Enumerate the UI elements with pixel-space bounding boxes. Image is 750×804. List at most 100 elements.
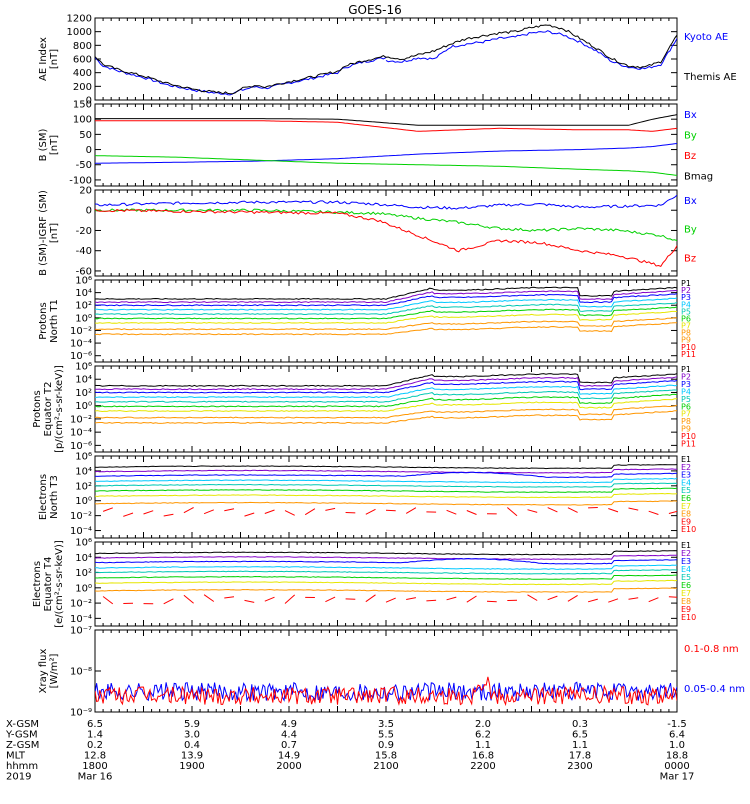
series-line <box>224 597 234 598</box>
y-tick-label: 10⁰ <box>75 313 92 324</box>
series-line <box>366 509 376 514</box>
footer-value: 1.1 <box>475 740 491 751</box>
series-line <box>568 508 578 513</box>
series-line <box>588 599 598 602</box>
footer-value: 16.8 <box>472 751 494 762</box>
y-tick-label: 150 <box>73 100 92 111</box>
series-line <box>164 599 174 604</box>
footer-value: 15.8 <box>375 751 397 762</box>
legend-entry: E10 <box>681 525 696 534</box>
y-tick-label: 10⁰ <box>75 496 92 507</box>
series-line <box>95 394 677 407</box>
series-line <box>95 385 677 398</box>
footer-row-label: Z-GSM <box>6 740 39 751</box>
y-axis-label: B (SM)-IGRF (SM) <box>38 190 49 276</box>
y-axis-label: [e/(cm²-s-sr-keV)] <box>54 540 65 628</box>
y-tick-label: 600 <box>73 55 92 66</box>
y-tick-label: 20 <box>79 186 92 197</box>
footer-value: 12.8 <box>84 751 106 762</box>
legend-entry: Bmag <box>684 172 713 183</box>
y-tick-label: 1000 <box>67 27 92 38</box>
y-axis-label: North T1 <box>49 299 60 343</box>
series-line <box>95 307 677 319</box>
series-line <box>95 469 677 473</box>
footer-value: 5.9 <box>184 719 200 730</box>
footer-value: 6.5 <box>572 730 588 741</box>
footer-row-label: MLT <box>6 751 26 762</box>
footer-row-label: hhmm <box>6 761 38 772</box>
series-line <box>95 121 677 132</box>
y-tick-label: 100 <box>73 115 92 126</box>
y-tick-label: 400 <box>73 68 92 79</box>
y-tick-label: 10⁻² <box>70 414 92 425</box>
y-tick-label: 10⁴ <box>75 288 92 299</box>
series-line <box>95 25 677 94</box>
series-line <box>95 488 677 492</box>
y-tick-label: 10⁻⁴ <box>70 526 92 537</box>
y-tick-label: 50 <box>79 130 92 141</box>
series-line <box>629 598 639 599</box>
legend-entry: 0.05-0.4 nm <box>684 684 745 695</box>
footer-value: 2300 <box>567 761 592 772</box>
footer-value: 1800 <box>82 761 107 772</box>
y-axis-label: [p/(cm²-s-sr-keV)] <box>54 365 65 453</box>
footer-value: Mar 17 <box>660 772 695 783</box>
series-line <box>325 508 335 510</box>
series-line <box>123 513 133 516</box>
series-line <box>608 509 618 512</box>
y-axis-label: [nT] <box>49 135 60 155</box>
footer-value: 1.1 <box>572 740 588 751</box>
footer-value: 1.4 <box>87 730 103 741</box>
series-line <box>386 598 396 602</box>
series-line <box>95 287 677 299</box>
footer-value: 18.8 <box>666 751 688 762</box>
y-tick-label: 10² <box>75 388 92 399</box>
footer-value: 4.4 <box>281 730 297 741</box>
y-tick-label: 10⁴ <box>75 553 92 564</box>
y-tick-label: 0 <box>86 206 92 217</box>
series-line <box>95 501 677 505</box>
series-line <box>95 580 677 584</box>
y-tick-label: 10⁻² <box>70 511 92 522</box>
series-line <box>95 565 677 569</box>
footer-value: 6.4 <box>669 730 685 741</box>
footer-row-label: Y-GSM <box>5 730 38 741</box>
y-tick-label: 10⁻⁴ <box>70 614 92 625</box>
series-line <box>406 508 416 514</box>
panel-frame <box>95 280 677 362</box>
legend-entry: P11 <box>681 350 696 359</box>
y-tick-label: 10⁻⁹ <box>70 708 92 719</box>
footer-row-label: 2019 <box>6 772 31 783</box>
series-line <box>184 595 194 603</box>
series-line <box>467 511 477 515</box>
series-line <box>204 510 214 514</box>
y-tick-label: 10² <box>75 568 92 579</box>
series-line <box>95 377 677 390</box>
footer-value: 0000 <box>664 761 689 772</box>
y-tick-label: 800 <box>73 41 92 52</box>
series-line <box>447 597 457 600</box>
series-line <box>245 600 255 602</box>
y-tick-label: 200 <box>73 82 92 93</box>
legend-entry: Bx <box>684 110 697 121</box>
series-line <box>548 508 558 512</box>
y-tick-label: 10⁶ <box>75 362 92 373</box>
series-line <box>95 209 677 266</box>
series-line <box>95 478 677 482</box>
legend-entry: By <box>684 225 697 236</box>
y-tick-label: 10² <box>75 301 92 312</box>
y-axis-label: Equator T2 <box>43 382 54 437</box>
y-axis-label: B (SM) <box>38 128 49 161</box>
legend-entry: Bz <box>684 151 696 162</box>
series-line <box>649 511 659 514</box>
y-axis-label: Equator T4 <box>43 557 54 612</box>
series-line <box>265 597 275 601</box>
footer-value: 1.0 <box>669 740 685 751</box>
footer-value: 17.8 <box>569 751 591 762</box>
footer-row-label: X-GSM <box>6 719 39 730</box>
footer-value: 0.2 <box>87 740 103 751</box>
footer-value: 2000 <box>276 761 301 772</box>
y-tick-label: 10⁴ <box>75 466 92 477</box>
footer-value: 0.4 <box>184 740 200 751</box>
